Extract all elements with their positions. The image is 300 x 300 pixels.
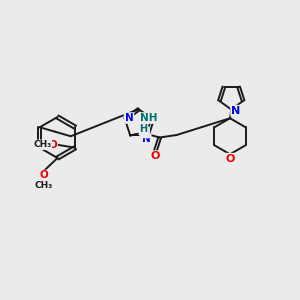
Text: N: N [231,106,240,116]
Text: O: O [151,151,160,161]
Text: O: O [48,140,57,150]
Text: O: O [226,154,235,164]
Text: O: O [39,170,48,181]
Text: H: H [140,124,148,134]
Text: H: H [140,128,149,137]
Text: CH₃: CH₃ [33,140,51,149]
Text: NH: NH [140,113,157,123]
Text: N: N [142,134,151,145]
Text: CH₃: CH₃ [34,181,53,190]
Text: N: N [124,113,133,123]
